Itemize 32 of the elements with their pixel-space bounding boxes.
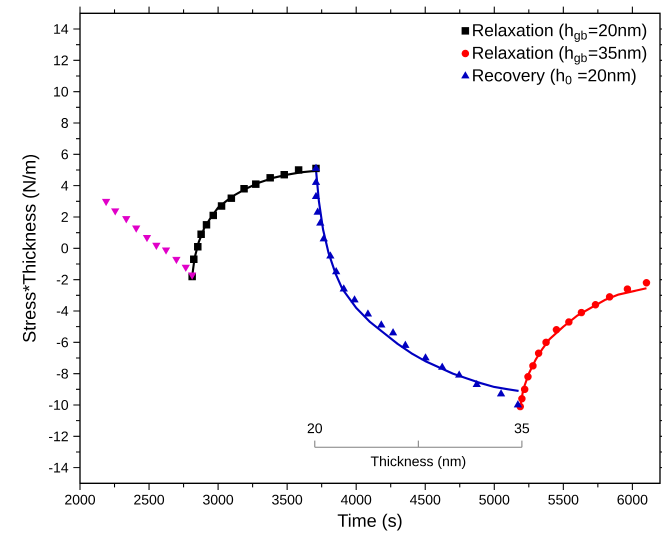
- legend-label: Recovery (h$_{0}$ =20nm): [473, 68, 636, 85]
- x-tick-label: 4000: [340, 494, 372, 505]
- y-tick-label: 10: [54, 86, 68, 97]
- x-tick-label: 2000: [65, 494, 96, 505]
- y-tick-label: -14: [49, 462, 68, 472]
- annotation: Thickness (nm): [370, 456, 466, 470]
- x-tick-label: 5500: [548, 494, 578, 505]
- y-tick-label: -6: [56, 337, 68, 348]
- y-tick-label: -8: [56, 368, 68, 379]
- y-tick-label: -12: [49, 431, 68, 442]
- annotation: 35: [514, 423, 530, 434]
- x-tick-label: 5000: [479, 494, 510, 505]
- y-tick-label: -4: [56, 306, 68, 316]
- x-axis-title: Time (s): [338, 514, 402, 531]
- y-tick-label: 8: [61, 118, 68, 128]
- x-tick-label: 4500: [410, 494, 440, 505]
- x-tick-label: 6000: [618, 494, 648, 505]
- annotation: 20: [308, 423, 322, 434]
- x-tick-label: 3000: [203, 494, 234, 505]
- x-tick-label: 2500: [134, 494, 164, 505]
- y-tick-label: 12: [54, 55, 68, 66]
- legend-label: Relaxation (h$_{gb}$=20nm): [473, 24, 646, 42]
- y-axis-title: Stress*Thickness (N/m): [22, 154, 40, 342]
- y-tick-label: -10: [49, 400, 68, 410]
- legend-label: Relaxation (h$_{gb}$=35nm): [473, 46, 646, 65]
- y-tick-label: 4: [61, 180, 68, 190]
- y-tick-label: 0: [61, 243, 68, 254]
- x-tick-label: 3500: [272, 494, 302, 505]
- y-tick-label: 2: [62, 212, 68, 222]
- y-tick-label: 14: [54, 24, 68, 34]
- y-tick-label: 6: [62, 149, 68, 160]
- y-tick-label: -2: [56, 274, 68, 285]
